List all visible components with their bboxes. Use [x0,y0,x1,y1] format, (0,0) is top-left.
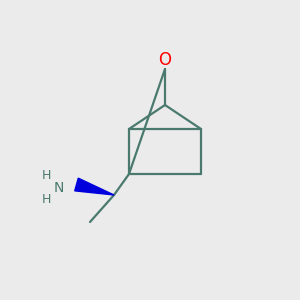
Text: H: H [42,169,51,182]
Polygon shape [75,178,114,195]
Text: H: H [42,193,51,206]
Text: O: O [158,51,172,69]
Text: N: N [53,181,64,194]
